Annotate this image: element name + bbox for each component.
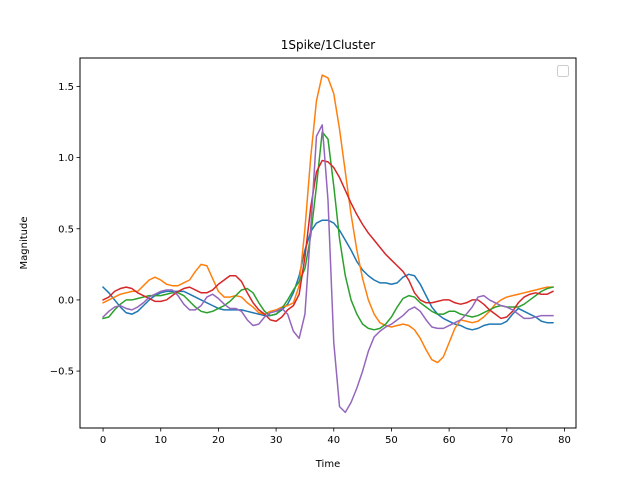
y-axis: −0.5 0.0 0.5 1.0 1.5 <box>50 82 80 378</box>
y-tick-label: 0.0 <box>58 295 74 306</box>
series-line-5 <box>102 124 554 414</box>
x-tick-label: 0 <box>100 435 106 446</box>
x-tick-label: 40 <box>327 435 340 446</box>
x-tick-label: 10 <box>154 435 167 446</box>
y-tick-label: 1.0 <box>58 153 74 164</box>
plot-frame <box>79 57 577 429</box>
series-line-3 <box>102 131 554 331</box>
x-tick-label: 60 <box>443 435 456 446</box>
chart-title: 1Spike/1Cluster <box>281 38 375 52</box>
y-tick-label: 1.5 <box>58 82 74 93</box>
y-tick-label: −0.5 <box>50 367 74 378</box>
x-axis-label: Time <box>315 459 340 470</box>
series-layer <box>102 74 554 414</box>
x-tick-label: 20 <box>212 435 225 446</box>
x-tick-label: 70 <box>500 435 513 446</box>
series-line-4 <box>102 159 554 323</box>
series-line-2 <box>102 74 554 364</box>
x-tick-label: 80 <box>558 435 571 446</box>
y-tick-label: 0.5 <box>58 224 74 235</box>
legend-box <box>557 65 569 77</box>
y-axis-label: Magnitude <box>19 217 30 270</box>
x-tick-label: 50 <box>385 435 398 446</box>
x-axis: 0 10 20 30 40 50 60 70 80 <box>100 428 571 446</box>
x-tick-label: 30 <box>270 435 283 446</box>
